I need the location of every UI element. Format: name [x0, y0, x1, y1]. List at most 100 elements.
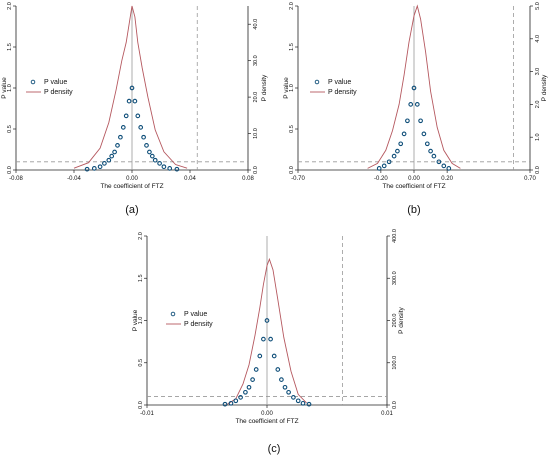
p-value-point — [250, 377, 255, 382]
p-value-point — [222, 401, 228, 407]
panel-caption: (a) — [125, 204, 138, 216]
p-value-point — [152, 157, 158, 163]
right-y-tick-label: 40.0 — [253, 19, 259, 30]
panel-caption: (b) — [407, 204, 420, 216]
p-value-point — [268, 336, 273, 342]
p-value-point — [286, 389, 291, 395]
p-value-point — [300, 400, 306, 406]
right-y-axis-title: P density — [541, 74, 548, 101]
p-value-point — [275, 367, 281, 372]
right-y-tick-label: 20.0 — [253, 92, 259, 103]
legend-label-p-value: P value — [44, 79, 67, 86]
chart-panel-c: 0.0 0.5 1.0 1.5 2.0 0.0 100.0 200.0 300.0 400.0 -0… — [132, 229, 405, 455]
p-value-point — [253, 367, 259, 372]
right-y-tick-label: 1.0 — [535, 133, 541, 141]
p-value-point — [295, 398, 301, 404]
x-axis-title: The coefficient of FTZ — [382, 183, 445, 190]
p-value-point — [398, 141, 404, 147]
p-value-point — [408, 102, 414, 107]
p-value-point — [257, 353, 263, 359]
x-tick-label: 0.01 — [381, 411, 393, 417]
left-y-axis-title: P value — [283, 77, 290, 99]
left-y-tick-label: 0.0 — [7, 166, 13, 174]
left-y-tick-label: 0.0 — [138, 401, 144, 409]
left-y-tick-label: 0.5 — [138, 359, 144, 367]
legend-label-p-density: P density — [328, 89, 357, 96]
right-y-axis-title: P density — [261, 74, 268, 101]
right-y-axis-title: P density — [398, 306, 405, 333]
left-y-tick-label: 1.5 — [138, 274, 144, 282]
p-value-point — [431, 153, 437, 159]
p-value-point — [279, 377, 284, 382]
chart-panel-a: 0.0 0.5 1.0 1.5 2.0 0.0 10.0 20.0 30.0 40.0 -0.08 -… — [1, 2, 268, 216]
x-tick-label: -0.20 — [374, 176, 388, 182]
x-tick-label: 0.20 — [441, 176, 453, 182]
p-value-point — [441, 163, 447, 169]
p-value-point — [282, 384, 288, 390]
left-y-tick-label: 1.5 — [289, 43, 295, 51]
x-axis-title: The coefficient of FTZ — [235, 418, 298, 425]
p-value-point — [246, 384, 252, 390]
p-value-point — [243, 389, 248, 395]
legend: P value P density — [166, 311, 213, 328]
x-tick-label: 0.08 — [242, 176, 254, 182]
p-value-point — [115, 143, 120, 148]
p-value-point — [428, 148, 433, 154]
p-value-point — [291, 395, 296, 400]
p-value-point — [118, 134, 123, 140]
p-value-point — [120, 125, 126, 130]
p-value-point — [167, 166, 173, 171]
p-value-point — [386, 159, 392, 165]
x-tick-label: -0.04 — [67, 176, 81, 182]
p-value-point — [109, 153, 115, 159]
p-value-point — [228, 400, 234, 406]
right-y-tick-label: 0.0 — [535, 166, 541, 174]
left-y-tick-label: 0.5 — [7, 125, 13, 133]
p-value-point — [123, 113, 129, 119]
p-value-point — [112, 149, 117, 155]
right-y-tick-label: 3.0 — [535, 68, 541, 76]
legend-label-p-density: P density — [184, 321, 213, 328]
right-y-tick-label: 5.0 — [535, 2, 541, 10]
legend-label-p-density: P density — [44, 89, 73, 96]
legend: P value P density — [26, 79, 73, 96]
x-tick-label: 0.70 — [524, 176, 536, 182]
x-axis-title: The coefficient of FTZ — [100, 183, 163, 190]
p-density-line — [73, 5, 188, 169]
panel-caption: (c) — [268, 443, 281, 455]
legend-marker-p-value — [314, 79, 320, 85]
legend-marker-p-value — [170, 311, 176, 317]
p-value-point — [129, 85, 135, 91]
p-value-point — [161, 164, 167, 170]
left-y-tick-label: 1.0 — [289, 84, 295, 92]
p-value-point — [106, 157, 112, 163]
p-value-point — [102, 161, 107, 166]
legend-marker-p-value — [30, 79, 36, 85]
right-y-tick-label: 400.0 — [392, 229, 398, 243]
p-value-point — [405, 118, 410, 124]
legend-label-p-value: P value — [184, 311, 207, 318]
p-density-line — [367, 4, 461, 169]
x-tick-label: 0.00 — [408, 176, 420, 182]
left-y-tick-label: 1.0 — [7, 84, 13, 92]
left-y-tick-label: 0.5 — [289, 125, 295, 133]
x-tick-label: 0.00 — [126, 176, 138, 182]
left-y-tick-label: 1.0 — [138, 317, 144, 325]
left-y-tick-label: 2.0 — [138, 232, 144, 240]
x-tick-label: 0.04 — [184, 176, 196, 182]
p-value-point — [174, 166, 180, 172]
p-value-point — [147, 149, 152, 155]
p-value-point — [446, 166, 452, 171]
right-y-tick-label: 10.0 — [253, 128, 259, 139]
p-value-point — [126, 98, 132, 104]
p-value-point — [97, 164, 103, 170]
p-value-point — [414, 102, 420, 107]
p-value-point — [261, 336, 266, 342]
p-value-point — [421, 131, 427, 137]
right-y-tick-label: 2.0 — [535, 101, 541, 109]
x-tick-label: -0.70 — [291, 176, 305, 182]
p-value-point — [306, 401, 312, 407]
p-value-point — [135, 113, 141, 119]
chart-panels: 0.00.51.01.52.00.010.020.030.040.0-0.08-… — [1, 2, 548, 455]
